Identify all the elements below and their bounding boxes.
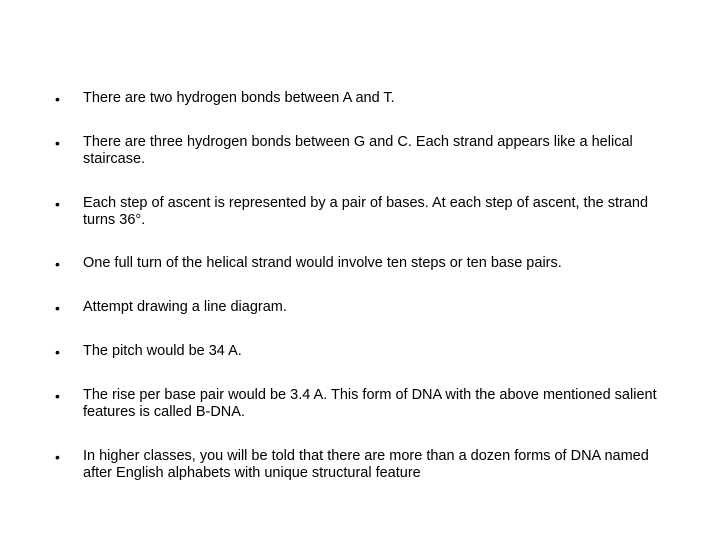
bullet-text: In higher classes, you will be told that… bbox=[83, 448, 680, 483]
list-item: • There are three hydrogen bonds between… bbox=[55, 134, 680, 169]
bullet-icon: • bbox=[55, 134, 83, 152]
list-item: • The rise per base pair would be 3.4 A.… bbox=[55, 387, 680, 422]
bullet-icon: • bbox=[55, 255, 83, 273]
bullet-text: There are three hydrogen bonds between G… bbox=[83, 134, 680, 169]
bullet-text: There are two hydrogen bonds between A a… bbox=[83, 90, 680, 107]
bullet-text: Attempt drawing a line diagram. bbox=[83, 299, 680, 316]
bullet-icon: • bbox=[55, 448, 83, 466]
bullet-icon: • bbox=[55, 299, 83, 317]
bullet-text: The rise per base pair would be 3.4 A. T… bbox=[83, 387, 680, 422]
bullet-icon: • bbox=[55, 387, 83, 405]
list-item: • In higher classes, you will be told th… bbox=[55, 448, 680, 483]
bullet-icon: • bbox=[55, 343, 83, 361]
bullet-text: Each step of ascent is represented by a … bbox=[83, 195, 680, 230]
list-item: • Attempt drawing a line diagram. bbox=[55, 299, 680, 317]
slide: • There are two hydrogen bonds between A… bbox=[0, 0, 720, 540]
bullet-icon: • bbox=[55, 90, 83, 108]
bullet-text: The pitch would be 34 A. bbox=[83, 343, 680, 360]
bullet-text: One full turn of the helical strand woul… bbox=[83, 255, 680, 272]
list-item: • Each step of ascent is represented by … bbox=[55, 195, 680, 230]
bullet-icon: • bbox=[55, 195, 83, 213]
list-item: • There are two hydrogen bonds between A… bbox=[55, 90, 680, 108]
list-item: • One full turn of the helical strand wo… bbox=[55, 255, 680, 273]
bullet-list: • There are two hydrogen bonds between A… bbox=[55, 90, 680, 482]
list-item: • The pitch would be 34 A. bbox=[55, 343, 680, 361]
